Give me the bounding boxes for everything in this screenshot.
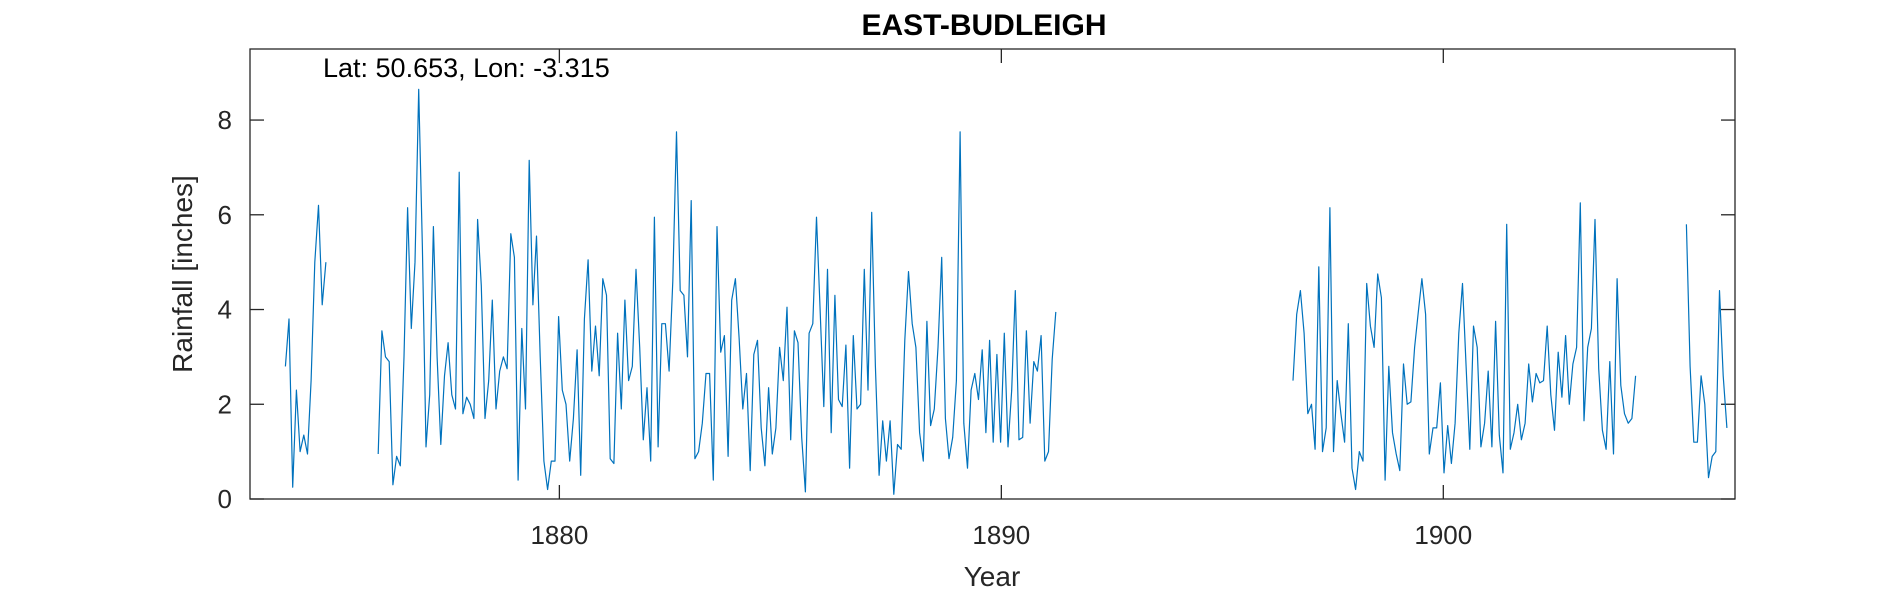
y-tick-label-2: 4 [218, 295, 232, 325]
series-segment-2 [1292, 202, 1637, 491]
series-segment-1 [377, 88, 1057, 495]
chart-title: EAST-BUDLEIGH [861, 9, 1106, 42]
y-tick-label-3: 6 [218, 200, 232, 230]
y-axis-label: Rainfall [inches] [167, 175, 198, 373]
rainfall-series [284, 88, 1728, 495]
series-segment-0 [284, 204, 327, 488]
y-tick-label-0: 0 [218, 484, 232, 514]
x-tick-label-2: 1900 [1414, 520, 1472, 550]
y-tick-label-4: 8 [218, 105, 232, 135]
axes-box [249, 48, 1736, 500]
y-tick-label-1: 2 [218, 389, 232, 419]
location-annotation: Lat: 50.653, Lon: -3.315 [323, 53, 610, 83]
x-axis-label: Year [964, 561, 1021, 591]
series-segment-3 [1685, 224, 1728, 479]
plot-area: 1880 1890 1900 0 2 4 6 8 [218, 48, 1736, 550]
x-tick-label-1: 1890 [972, 520, 1030, 550]
axis-ticks: 1880 1890 1900 0 2 4 6 8 [218, 49, 1735, 550]
x-tick-label-0: 1880 [530, 520, 588, 550]
